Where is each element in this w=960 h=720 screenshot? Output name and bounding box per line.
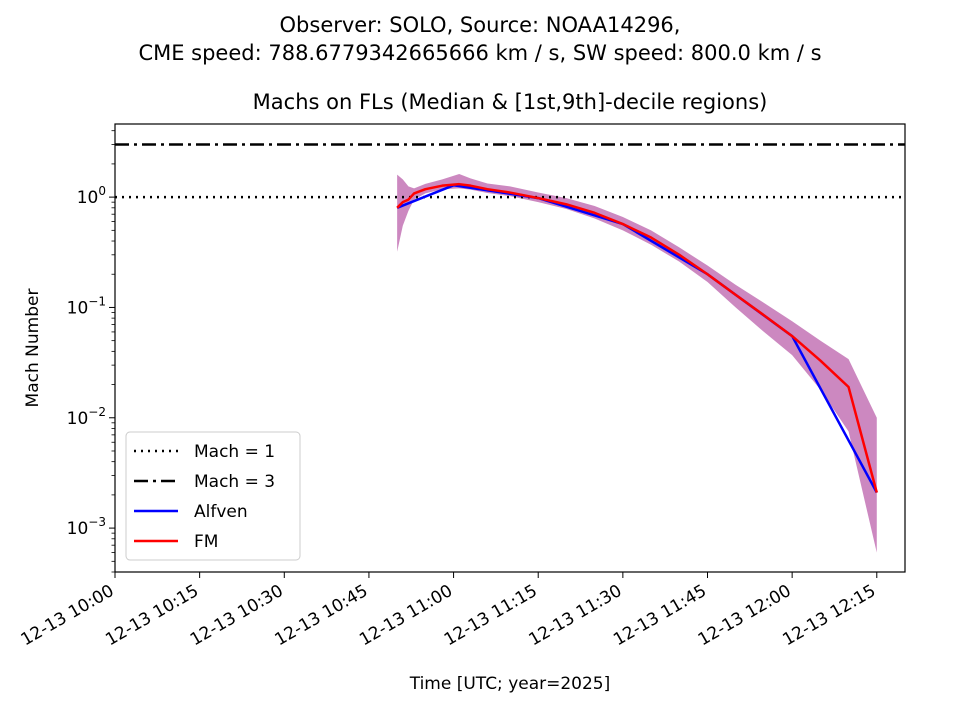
legend-label-3: Alfven bbox=[194, 502, 248, 522]
x-tick-label-3: 12-13 10:30 bbox=[187, 581, 287, 650]
x-tick-label-5: 12-13 11:00 bbox=[356, 581, 456, 650]
figure-title-line-1: Observer: SOLO, Source: NOAA14296, bbox=[279, 13, 681, 37]
chart-title: Machs on FLs (Median & [1st,9th]-decile … bbox=[252, 90, 768, 114]
x-tick-label-4: 12-13 10:45 bbox=[272, 581, 372, 650]
x-tick-label-10: 12-13 12:15 bbox=[779, 581, 879, 650]
x-tick-label-6: 12-13 11:15 bbox=[441, 581, 541, 650]
legend-box bbox=[125, 431, 301, 561]
x-axis-label: Time [UTC; year=2025] bbox=[409, 674, 611, 694]
legend-label-2: Mach = 3 bbox=[194, 472, 275, 492]
x-tick-label-1: 12-13 10:00 bbox=[18, 581, 118, 650]
legend-label-4: FM bbox=[194, 532, 218, 552]
y-tick-label-1: 10−3 bbox=[67, 515, 106, 539]
figure-title-line-2: CME speed: 788.6779342665666 km / s, SW … bbox=[138, 41, 822, 65]
legend-label-1: Mach = 1 bbox=[194, 442, 275, 462]
y-tick-label-4: 100 bbox=[77, 184, 106, 208]
x-tick-label-8: 12-13 11:45 bbox=[610, 581, 710, 650]
x-tick-label-9: 12-13 12:00 bbox=[695, 581, 795, 650]
y-tick-label-2: 10−2 bbox=[67, 405, 106, 429]
series-line-fm bbox=[396, 182, 878, 493]
y-tick-label-3: 10−1 bbox=[67, 294, 106, 318]
plot-frame bbox=[114, 123, 906, 573]
x-tick-label-2: 12-13 10:15 bbox=[102, 581, 202, 650]
x-tick-label-7: 12-13 11:30 bbox=[525, 581, 625, 650]
legend: Mach = 1 Mach = 3 Alfven FM bbox=[125, 431, 301, 561]
